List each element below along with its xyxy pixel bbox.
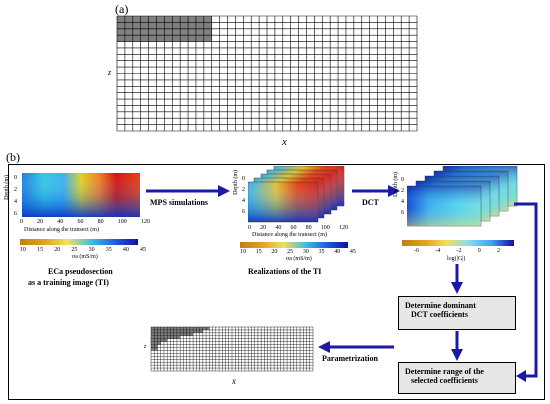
real-x-ticks: 0 20 40 60 80 100 120	[248, 225, 348, 231]
box-range-line2: selected coefficients	[411, 376, 478, 385]
realizations-stack	[248, 166, 345, 223]
param-x-label: x	[232, 376, 236, 386]
dct-y-label: Depth (m)	[393, 172, 399, 197]
dct-stack	[407, 166, 518, 227]
real-colorbar-label: σa (mS/m)	[286, 256, 312, 262]
box-range-line1: Determine range of the	[405, 367, 484, 376]
box-dominant-line2: DCT coefficients	[411, 310, 468, 319]
panel-b-frame	[8, 164, 545, 400]
arrow-param-icon	[318, 341, 394, 353]
dct-colorbar-ticks: -6 -4 -2 0 2	[414, 248, 500, 254]
ti-y-label: Depth (m)	[4, 175, 10, 200]
panel-a-label: (a)	[115, 2, 129, 16]
real-y-label: Depth (m)	[233, 170, 239, 195]
ti-colorbar-label: σa (mS/m)	[72, 254, 98, 260]
real-colorbar-ticks: 10 15 20 25 30 35 40 45	[240, 249, 356, 255]
dct-y-ticks: 0 2 4 6	[401, 177, 404, 216]
box-range: Determine range of the selected coeffici…	[398, 362, 516, 394]
ti-caption-2: as a training image (TI)	[28, 278, 109, 287]
ti-x-label: Distance along the transect (m)	[24, 227, 99, 233]
shaded-cells	[151, 332, 194, 336]
shaded-cells	[151, 338, 168, 342]
arrow-mps-icon	[146, 185, 230, 197]
shaded-cells	[151, 335, 181, 339]
arrow-mps-label: MPS simulations	[150, 198, 209, 207]
arrow-down-1-icon	[451, 264, 463, 294]
arrow-side-icon	[514, 202, 538, 382]
box-dominant-line1: Determine dominant	[405, 301, 476, 310]
param-z-label: z	[144, 344, 147, 350]
arrow-param-label: Parametrization	[322, 354, 378, 363]
arrow-dct-icon	[352, 185, 400, 197]
dct-colorbar-label: log(|G|)	[447, 256, 466, 262]
real-y-ticks: 0 2 4 6	[242, 176, 245, 215]
ti-heatmap	[22, 173, 140, 217]
arrow-dct-label: DCT	[362, 198, 379, 207]
arrow-down-2-icon	[451, 331, 463, 361]
panel-a-x-label: x	[282, 136, 287, 148]
panel-a-grid	[116, 15, 418, 132]
panel-a-z-label: z	[108, 68, 112, 77]
box-dominant: Determine dominant DCT coefficients	[398, 296, 516, 330]
ti-y-ticks: 0 2 4 6	[14, 175, 17, 217]
real-colorbar	[240, 242, 348, 248]
ti-caption-1: ECa pseudosection	[48, 267, 113, 276]
real-x-label: Distance along the transect (m)	[252, 232, 327, 238]
ti-colorbar-ticks: 10 15 20 25 30 35 40 45	[20, 247, 146, 253]
real-caption: Realizations of the TI	[248, 267, 322, 276]
ti-x-ticks: 0 20 40 60 80 100 120	[20, 219, 150, 225]
dct-colorbar	[402, 240, 514, 246]
shaded-cells	[151, 341, 161, 345]
ti-colorbar	[20, 239, 138, 245]
panel-b-label: (b)	[6, 150, 20, 164]
param-grid	[150, 326, 314, 372]
